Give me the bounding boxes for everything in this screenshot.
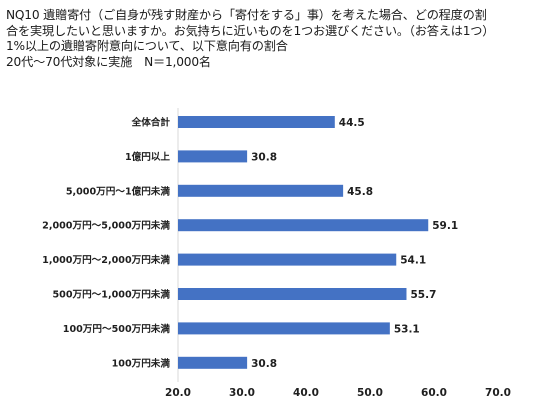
bar bbox=[178, 116, 335, 128]
chart-title-block: NQ10 遺贈寄付（ご自身が残す財産から「寄付をする」事）を考えた場合、どの程度… bbox=[6, 8, 530, 70]
bar bbox=[178, 184, 344, 197]
data-label: 30.8 bbox=[251, 151, 277, 163]
data-label: 45.8 bbox=[347, 186, 373, 198]
bar bbox=[178, 288, 407, 300]
category-label: 500万円～1,000万円未満 bbox=[52, 289, 170, 301]
title-line-2: 合を実現したいと思いますか。お気持ちに近いものを1つお選びください。（お答えは1… bbox=[6, 23, 495, 38]
x-tick-label: 30.0 bbox=[229, 387, 255, 399]
x-tick-label: 50.0 bbox=[357, 387, 383, 399]
category-label: 全体合計 bbox=[131, 117, 171, 129]
data-label: 59.1 bbox=[432, 220, 458, 232]
category-label: 5,000万円～1億円未満 bbox=[66, 185, 171, 197]
data-label: 53.1 bbox=[394, 323, 420, 335]
x-tick-label: 20.0 bbox=[165, 387, 191, 399]
category-label: 100万円未満 bbox=[112, 357, 171, 369]
data-label: 44.5 bbox=[339, 117, 365, 129]
bar bbox=[178, 356, 248, 369]
category-label: 1,000万円～2,000万円未満 bbox=[42, 254, 170, 266]
category-label: 1億円以上 bbox=[125, 151, 170, 163]
bar bbox=[178, 150, 248, 163]
category-label: 100万円～500万円未満 bbox=[63, 323, 171, 335]
data-label: 54.1 bbox=[400, 255, 426, 267]
bar bbox=[178, 253, 397, 266]
title-line-1: NQ10 遺贈寄付（ご自身が残す財産から「寄付をする」事）を考えた場合、どの程度… bbox=[6, 8, 487, 22]
category-label: 2,000万円～5,000万円未満 bbox=[42, 220, 170, 232]
title-line-4: 20代～70代対象に実施 N＝1,000名 bbox=[6, 54, 211, 69]
x-tick-label: 70.0 bbox=[485, 387, 511, 399]
data-label: 30.8 bbox=[251, 358, 277, 370]
data-label: 55.7 bbox=[410, 289, 436, 301]
x-tick-label: 40.0 bbox=[293, 387, 319, 399]
bar bbox=[178, 322, 390, 335]
bar bbox=[178, 219, 429, 232]
title-line-3: 1%以上の遺贈寄附意向について、以下意向有の割合 bbox=[6, 39, 288, 54]
x-tick-label: 60.0 bbox=[421, 387, 447, 399]
